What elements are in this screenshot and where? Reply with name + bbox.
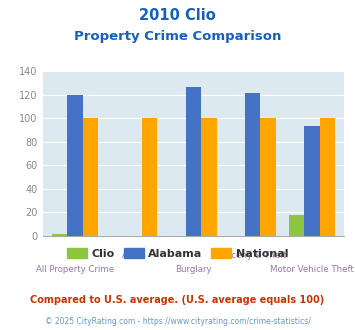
Text: 2010 Clio: 2010 Clio xyxy=(139,8,216,23)
Bar xyxy=(320,118,335,236)
Text: Arson: Arson xyxy=(122,251,147,260)
Text: Compared to U.S. average. (U.S. average equals 100): Compared to U.S. average. (U.S. average … xyxy=(31,295,324,305)
Bar xyxy=(67,94,83,236)
Bar xyxy=(245,93,260,236)
Bar xyxy=(289,215,304,236)
Text: Motor Vehicle Theft: Motor Vehicle Theft xyxy=(270,265,354,274)
Bar xyxy=(52,234,67,236)
Bar xyxy=(142,118,157,236)
Bar xyxy=(201,118,217,236)
Text: Larceny & Theft: Larceny & Theft xyxy=(218,251,287,260)
Text: © 2025 CityRating.com - https://www.cityrating.com/crime-statistics/: © 2025 CityRating.com - https://www.city… xyxy=(45,317,310,326)
Text: Property Crime Comparison: Property Crime Comparison xyxy=(74,30,281,43)
Text: All Property Crime: All Property Crime xyxy=(36,265,114,274)
Legend: Clio, Alabama, National: Clio, Alabama, National xyxy=(62,244,293,263)
Bar xyxy=(83,118,98,236)
Bar xyxy=(186,87,201,236)
Text: Burglary: Burglary xyxy=(175,265,212,274)
Bar xyxy=(260,118,276,236)
Bar xyxy=(304,126,320,236)
